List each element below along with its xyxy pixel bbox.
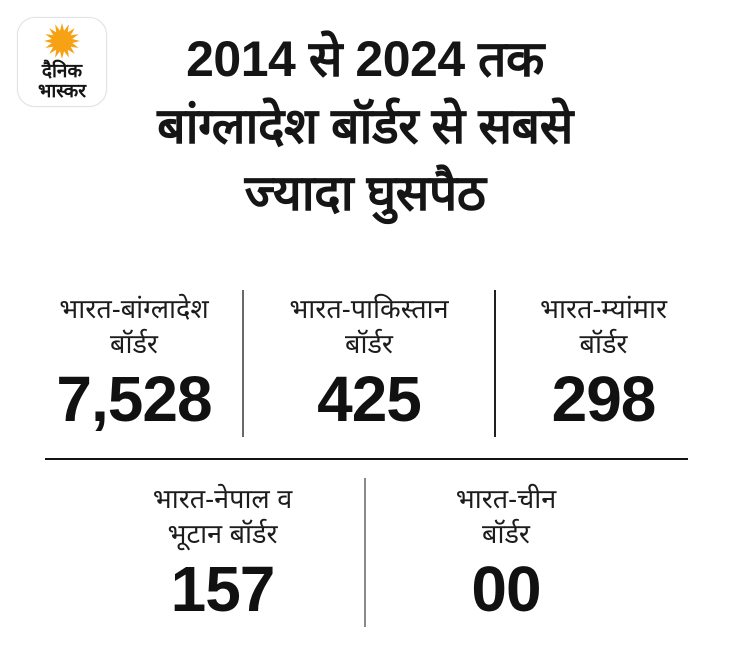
stat-label: भारत-बांग्लादेश <box>59 294 209 324</box>
stat-label: बॉर्डर <box>110 329 158 359</box>
stat-value: 425 <box>317 363 422 435</box>
stat-label: भूटान बॉर्डर <box>167 519 278 549</box>
brand-logo-line2: भास्कर <box>37 81 87 102</box>
stat-value: 00 <box>471 553 541 625</box>
brand-logo-line1: दैनिक <box>41 61 83 82</box>
sunburst-icon <box>43 22 81 60</box>
stat-label: भारत-पाकिस्तान <box>289 294 449 324</box>
stat-label: बॉर्डर <box>345 329 393 359</box>
brand-logo: दैनिक भास्कर <box>17 17 107 107</box>
stat-myanmar-border: भारत-म्यांमार बॉर्डर 298 <box>495 286 712 438</box>
title-line-1: 2014 से 2024 तक <box>186 31 544 87</box>
stat-value: 157 <box>170 553 276 625</box>
title-line-2: बांग्लादेश बॉर्डर से सबसे <box>157 98 573 154</box>
stat-china-border: भारत-चीन बॉर्डर 00 <box>365 476 647 630</box>
vertical-divider-1 <box>242 290 244 437</box>
stat-label: बॉर्डर <box>579 329 628 359</box>
brand-logo-text: दैनिक भास्कर <box>38 62 86 102</box>
stat-label: बॉर्डर <box>482 519 530 549</box>
stats-row-bottom: भारत-नेपाल व भूटान बॉर्डर 157 भारत-चीन ब… <box>80 476 647 630</box>
title-line-3: ज्यादा घुसपैठ <box>244 165 486 221</box>
stat-nepal-bhutan-border: भारत-नेपाल व भूटान बॉर्डर 157 <box>80 476 365 630</box>
stat-label: भारत-म्यांमार <box>539 294 667 324</box>
vertical-divider-2 <box>494 290 496 437</box>
stat-value: 298 <box>551 363 657 435</box>
stat-label: भारत-नेपाल व <box>152 484 293 514</box>
page-title: 2014 से 2024 तक बांग्लादेश बॉर्डर से सबस… <box>55 26 675 227</box>
stat-label: भारत-चीन <box>455 484 557 514</box>
horizontal-divider <box>45 458 688 460</box>
stats-row-top: भारत-बांग्लादेश बॉर्डर 7,528 भारत-पाकिस्… <box>25 286 712 438</box>
stat-value: 7,528 <box>56 363 212 435</box>
stat-bangladesh-border: भारत-बांग्लादेश बॉर्डर 7,528 <box>25 286 243 438</box>
vertical-divider-3 <box>364 478 366 627</box>
stat-pakistan-border: भारत-पाकिस्तान बॉर्डर 425 <box>243 286 495 438</box>
